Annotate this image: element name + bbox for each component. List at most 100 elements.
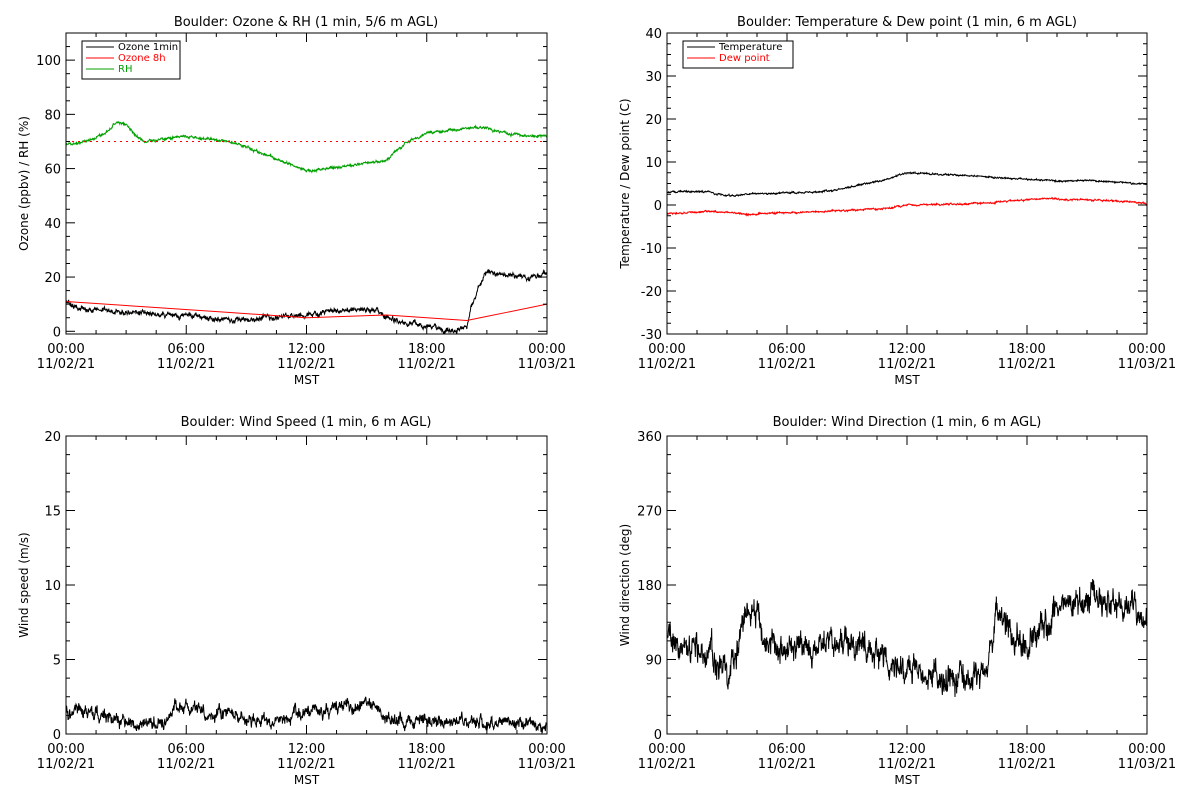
y-tick-label: 10 bbox=[44, 579, 61, 594]
legend-box bbox=[682, 40, 794, 69]
y-tick-label: 5 bbox=[53, 654, 61, 669]
y-tick-label: 20 bbox=[645, 113, 662, 128]
x-tick-label-time: 06:00 bbox=[168, 742, 205, 757]
x-tick-label-date: 11/02/21 bbox=[878, 757, 936, 772]
y-tick-label: 360 bbox=[637, 430, 662, 445]
y-axis-label: Temperature / Dew point (C) bbox=[618, 98, 632, 269]
panel-ozone-rh: Boulder: Ozone & RH (1 min, 5/6 m AGL) 0… bbox=[17, 15, 576, 387]
x-axis-label: MST bbox=[894, 373, 920, 387]
x-tick-label-time: 00:00 bbox=[1128, 742, 1165, 757]
x-tick-label-time: 12:00 bbox=[888, 342, 925, 357]
x-tick-label-date: 11/02/21 bbox=[37, 357, 95, 372]
series-line-ozone-8h bbox=[66, 300, 547, 321]
legend-entry: RH bbox=[118, 64, 132, 75]
y-axis-label: Wind speed (m/s) bbox=[17, 532, 31, 637]
plot-area bbox=[667, 170, 1147, 217]
x-tick-label-date: 11/02/21 bbox=[277, 757, 335, 772]
y-tick-label: -20 bbox=[641, 285, 662, 300]
y-axis-label: Wind direction (deg) bbox=[618, 524, 632, 646]
y-tick-label: 10 bbox=[645, 156, 662, 171]
panel-temperature-dewpoint: Boulder: Temperature & Dew point (1 min,… bbox=[618, 15, 1176, 387]
y-tick-label: 40 bbox=[44, 217, 61, 232]
x-tick-label-time: 06:00 bbox=[768, 342, 805, 357]
panel-wind-direction: Boulder: Wind Direction (1 min, 6 m AGL)… bbox=[618, 415, 1176, 787]
plot-area bbox=[667, 578, 1147, 698]
x-tick-label-time: 06:00 bbox=[168, 342, 205, 357]
x-tick-label-date: 11/03/21 bbox=[518, 357, 576, 372]
x-tick-label-date: 11/02/21 bbox=[157, 757, 215, 772]
x-tick-label-date: 11/02/21 bbox=[157, 357, 215, 372]
x-tick-label-time: 00:00 bbox=[1128, 342, 1165, 357]
y-tick-label: 20 bbox=[44, 430, 61, 445]
x-tick-label-time: 00:00 bbox=[47, 742, 84, 757]
y-tick-label: 0 bbox=[53, 325, 61, 340]
y-tick-label: 20 bbox=[44, 271, 61, 286]
y-tick-label: 15 bbox=[44, 505, 61, 520]
x-tick-label-time: 12:00 bbox=[888, 742, 925, 757]
y-tick-label: -10 bbox=[641, 242, 662, 257]
panel-title: Boulder: Ozone & RH (1 min, 5/6 m AGL) bbox=[174, 15, 438, 30]
y-tick-label: 0 bbox=[654, 199, 662, 214]
x-axis-label: MST bbox=[294, 373, 320, 387]
plot-area bbox=[66, 696, 547, 734]
y-tick-label: 40 bbox=[645, 27, 662, 42]
panel-title: Boulder: Temperature & Dew point (1 min,… bbox=[737, 15, 1077, 30]
x-tick-label-time: 00:00 bbox=[47, 342, 84, 357]
legend-entry: Dew point bbox=[719, 53, 770, 64]
series-line bbox=[667, 578, 1147, 698]
x-tick-label-time: 06:00 bbox=[768, 742, 805, 757]
y-tick-label: 100 bbox=[36, 54, 61, 69]
x-tick-label-date: 11/02/21 bbox=[398, 757, 456, 772]
y-tick-label: 270 bbox=[637, 505, 662, 520]
series-line-dew-point bbox=[667, 196, 1147, 217]
x-tick-label-time: 00:00 bbox=[528, 742, 565, 757]
x-tick-label-time: 18:00 bbox=[408, 342, 445, 357]
x-axis-label: MST bbox=[294, 773, 320, 787]
y-tick-label: 180 bbox=[637, 579, 662, 594]
x-tick-label-time: 18:00 bbox=[1008, 742, 1045, 757]
panel-title: Boulder: Wind Direction (1 min, 6 m AGL) bbox=[773, 415, 1042, 430]
y-tick-label: 0 bbox=[654, 728, 662, 743]
legend-entry: Ozone 8h bbox=[118, 53, 166, 64]
series-line-ozone-1min bbox=[66, 268, 547, 334]
panel-title: Boulder: Wind Speed (1 min, 6 m AGL) bbox=[181, 415, 432, 430]
x-tick-label-date: 11/02/21 bbox=[638, 757, 696, 772]
x-tick-label-date: 11/03/21 bbox=[518, 757, 576, 772]
x-tick-label-date: 11/02/21 bbox=[277, 357, 335, 372]
panel-wind-speed: Boulder: Wind Speed (1 min, 6 m AGL) 00:… bbox=[17, 415, 576, 787]
x-tick-label-date: 11/02/21 bbox=[758, 757, 816, 772]
x-tick-label-time: 12:00 bbox=[288, 342, 325, 357]
series-line-temperature bbox=[667, 170, 1147, 198]
x-tick-label-date: 11/02/21 bbox=[998, 757, 1056, 772]
x-tick-label-date: 11/02/21 bbox=[998, 357, 1056, 372]
y-tick-label: 90 bbox=[645, 654, 662, 669]
x-tick-label-date: 11/03/21 bbox=[1118, 357, 1176, 372]
legend-entry: Temperature bbox=[718, 42, 782, 53]
x-tick-label-time: 00:00 bbox=[648, 742, 685, 757]
y-tick-label: 60 bbox=[44, 163, 61, 178]
y-tick-label: 0 bbox=[53, 728, 61, 743]
x-tick-label-date: 11/02/21 bbox=[37, 757, 95, 772]
x-tick-label-date: 11/02/21 bbox=[878, 357, 936, 372]
x-tick-label-time: 18:00 bbox=[1008, 342, 1045, 357]
legend-entry: Ozone 1min bbox=[118, 42, 178, 53]
x-tick-label-date: 11/02/21 bbox=[398, 357, 456, 372]
x-tick-label-date: 11/02/21 bbox=[638, 357, 696, 372]
x-tick-label-date: 11/02/21 bbox=[758, 357, 816, 372]
series-line-rh bbox=[66, 120, 547, 174]
plot-area bbox=[66, 120, 547, 334]
x-tick-label-time: 18:00 bbox=[408, 742, 445, 757]
y-tick-label: 80 bbox=[44, 108, 61, 123]
x-axis-label: MST bbox=[894, 773, 920, 787]
x-tick-label-date: 11/03/21 bbox=[1118, 757, 1176, 772]
x-tick-label-time: 00:00 bbox=[528, 342, 565, 357]
y-axis-label: Ozone (ppbv) / RH (%) bbox=[17, 116, 31, 251]
x-tick-label-time: 12:00 bbox=[288, 742, 325, 757]
x-tick-label-time: 00:00 bbox=[648, 342, 685, 357]
series-line bbox=[66, 696, 547, 734]
